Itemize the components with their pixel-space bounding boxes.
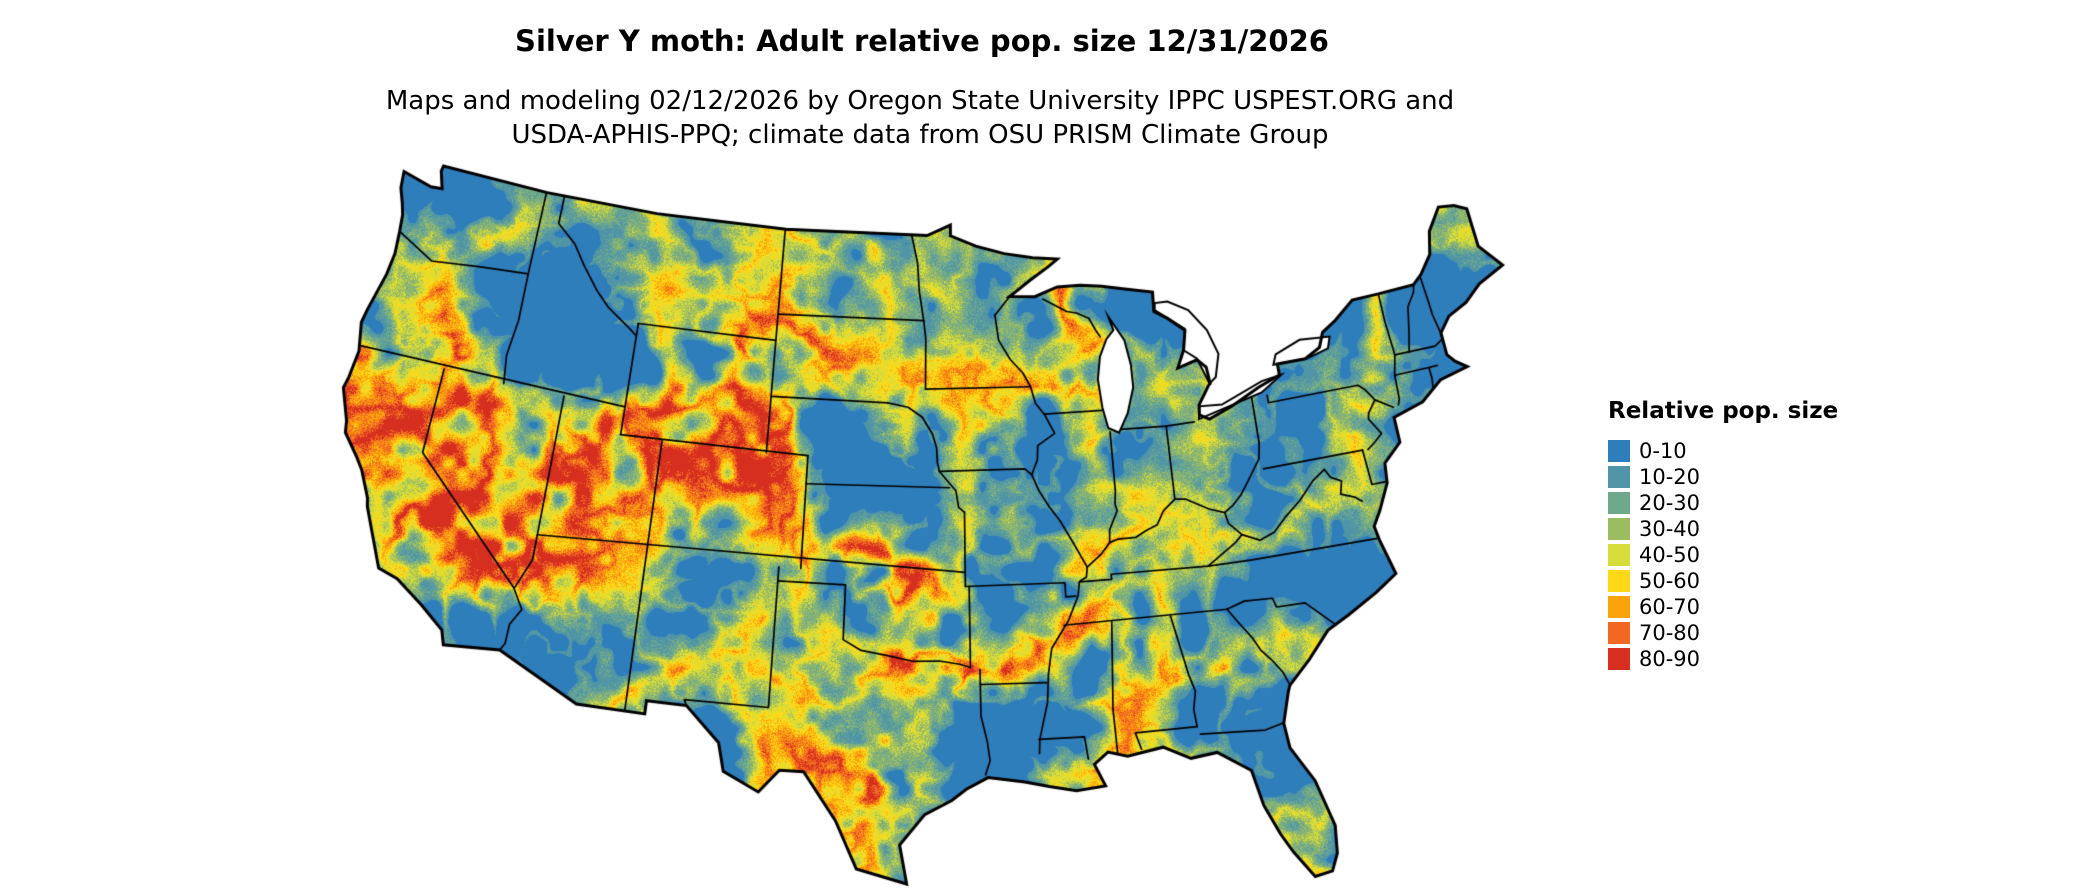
map-subtitle: Maps and modeling 02/12/2026 by Oregon S… bbox=[386, 84, 1454, 152]
legend-swatch bbox=[1608, 492, 1630, 514]
legend: Relative pop. size 0-10 10-20 20-30 30-40 40… bbox=[1608, 398, 1838, 672]
legend-entries: 0-10 10-20 20-30 30-40 40-50 50-60 60-70 70-80 8… bbox=[1608, 438, 1838, 672]
us-relative-pop-map-canvas bbox=[258, 158, 1588, 892]
legend-swatch bbox=[1608, 596, 1630, 618]
legend-entry: 0-10 bbox=[1608, 438, 1838, 464]
legend-swatch bbox=[1608, 570, 1630, 592]
legend-entry: 50-60 bbox=[1608, 568, 1838, 594]
legend-entry-label: 30-40 bbox=[1639, 517, 1701, 541]
legend-entry-label: 70-80 bbox=[1639, 621, 1701, 645]
subtitle-line-1: Maps and modeling 02/12/2026 by Oregon S… bbox=[385, 86, 1455, 116]
legend-entry-label: 50-60 bbox=[1639, 569, 1701, 593]
legend-entry-label: 80-90 bbox=[1639, 647, 1701, 671]
legend-swatch bbox=[1608, 466, 1630, 488]
legend-swatch bbox=[1608, 648, 1630, 670]
legend-swatch bbox=[1608, 518, 1630, 540]
legend-entry: 10-20 bbox=[1608, 464, 1838, 490]
legend-entry-label: 60-70 bbox=[1639, 595, 1701, 619]
page-title: Silver Y moth: Adult relative pop. size … bbox=[515, 24, 1329, 58]
legend-entry: 30-40 bbox=[1608, 516, 1838, 542]
legend-entry: 80-90 bbox=[1608, 646, 1838, 672]
subtitle-line-2: USDA-APHIS-PPQ; climate data from OSU PR… bbox=[511, 120, 1329, 150]
legend-entry-label: 0-10 bbox=[1639, 439, 1687, 463]
legend-entry-label: 10-20 bbox=[1639, 465, 1701, 489]
legend-entry-label: 20-30 bbox=[1639, 491, 1701, 515]
legend-title: Relative pop. size bbox=[1608, 398, 1839, 424]
legend-entry-label: 40-50 bbox=[1639, 543, 1701, 567]
legend-entry: 40-50 bbox=[1608, 542, 1838, 568]
legend-entry: 60-70 bbox=[1608, 594, 1838, 620]
legend-entry: 70-80 bbox=[1608, 620, 1838, 646]
legend-swatch bbox=[1608, 440, 1630, 462]
legend-swatch bbox=[1608, 622, 1630, 644]
legend-entry: 20-30 bbox=[1608, 490, 1838, 516]
legend-swatch bbox=[1608, 544, 1630, 566]
